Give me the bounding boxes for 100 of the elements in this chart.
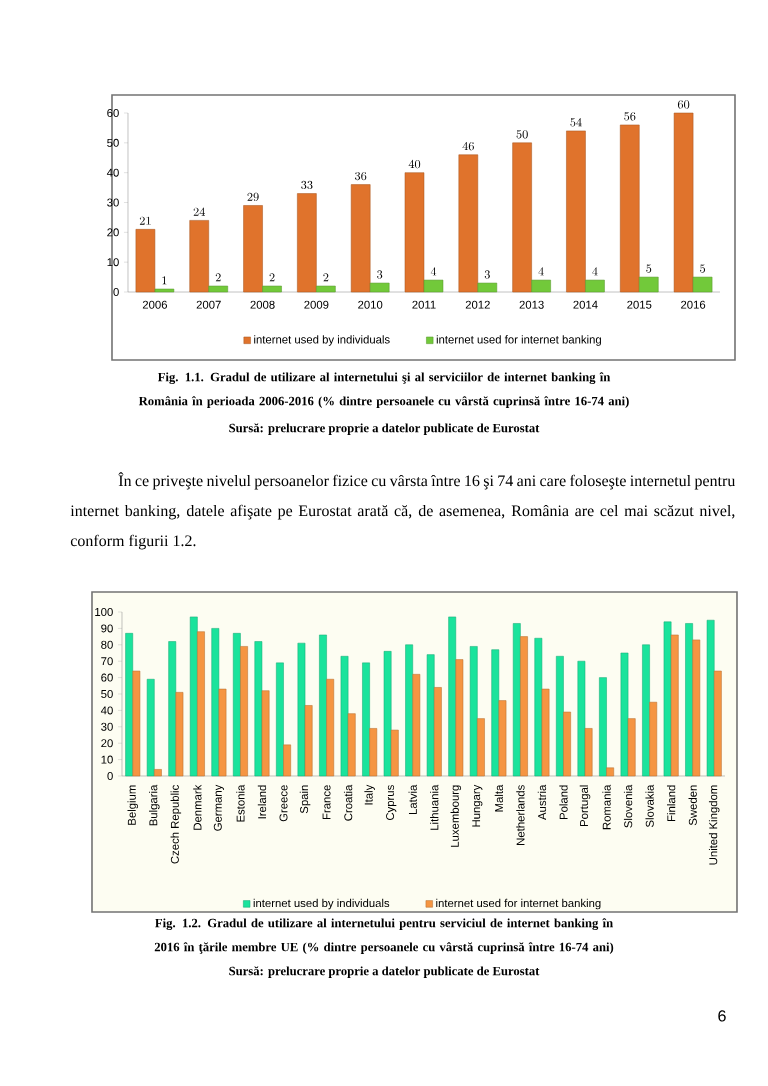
bar (243, 205, 263, 293)
bar (673, 112, 694, 293)
x-tick-label: Portugal (579, 785, 591, 826)
bar (208, 285, 228, 293)
x-tick-label: France (322, 785, 331, 820)
bar (319, 634, 327, 777)
bar (520, 636, 528, 777)
legend-label: internet used by individuals (253, 898, 390, 910)
bar (405, 644, 413, 777)
bar (316, 285, 336, 293)
bar (606, 767, 615, 777)
x-tick-label: Malta (494, 784, 504, 812)
bar (512, 623, 521, 777)
bar (531, 279, 551, 293)
legend-label: internet used by individuals (254, 335, 390, 346)
x-tick-label: Luxembourg (450, 785, 462, 847)
bar (232, 633, 241, 777)
bar (477, 718, 485, 777)
x-tick-label: Greece (279, 785, 288, 822)
y-tick-label: 10 (107, 258, 119, 267)
y-tick-label: 60 (101, 673, 113, 682)
bar (433, 687, 442, 777)
bar (390, 729, 399, 777)
bar (584, 728, 593, 777)
bar (491, 649, 500, 777)
bar (498, 700, 507, 777)
data-label: 36 (355, 171, 367, 181)
x-tick-label: Lithuania (430, 784, 439, 830)
y-tick-label: 0 (107, 771, 113, 780)
bar (369, 282, 390, 293)
bar (477, 282, 498, 293)
bar (458, 154, 479, 293)
data-label: 2 (269, 273, 275, 282)
bar (146, 678, 155, 777)
y-tick-label: 70 (101, 657, 113, 666)
bar (304, 705, 313, 777)
x-tick-label: 2011 (412, 300, 436, 309)
bar (362, 662, 370, 777)
y-tick-label: 0 (113, 288, 119, 296)
x-tick-label: 2008 (250, 300, 275, 309)
y-tick-label: 80 (101, 640, 113, 649)
bar (218, 688, 227, 777)
bar (283, 744, 291, 777)
bar (627, 718, 636, 777)
x-tick-label: Netherlands (516, 785, 525, 845)
x-tick-label: 2007 (196, 300, 221, 309)
y-tick-label: 100 (95, 607, 113, 616)
x-tick-label: Germany (213, 784, 225, 831)
x-tick-label: Slovakia (645, 784, 654, 828)
bar (240, 646, 248, 777)
data-label: 5 (646, 264, 652, 273)
x-tick-label: Sweden (688, 785, 697, 826)
x-tick-label: Denmark (193, 784, 202, 830)
x-tick-label: 2012 (465, 300, 490, 309)
bar (262, 285, 282, 293)
data-label: 29 (247, 192, 259, 202)
bar (620, 652, 629, 777)
text: 6 (718, 1010, 726, 1022)
bar (132, 670, 141, 777)
y-tick-label: 90 (101, 624, 113, 633)
bar (685, 623, 693, 777)
bar (276, 662, 284, 777)
y-tick-label: 50 (107, 138, 119, 147)
bar (350, 184, 371, 293)
bar (412, 674, 421, 777)
text: Fig. 1.1. Gradul de utilizare al internetului şi al serviciilor de internet banking în România în perioada 2006-2016 (% dintre persoanele cu vârstă cuprinsă între 16-74 ani) (138, 372, 629, 408)
legend-label: internet used for internet banking (436, 335, 601, 346)
text: În ce priveşte nivelul persoanelor fizice cu vârsta între 16 şi 74 ani care foloseşte internetul pentru internet banking, datele afişate pe Eurostat arată că, de asemenea, România are cel mai scăzut nivel, conform figurii 1.2. (70, 472, 736, 550)
bar (566, 130, 586, 293)
data-label: 54 (570, 118, 582, 127)
text: Sursă: prelucrare proprie a datelor publicate de Eurostat (229, 423, 540, 435)
bar (189, 616, 198, 777)
bar (154, 288, 175, 293)
data-label: 2 (323, 273, 329, 282)
bar (577, 660, 586, 777)
y-tick-label: 20 (107, 228, 119, 237)
x-tick-label: Croatia (343, 784, 353, 821)
bar (326, 678, 335, 777)
bar (189, 220, 209, 293)
data-label: 1 (162, 276, 167, 285)
y-tick-label: 30 (107, 198, 119, 207)
y-tick-label: 20 (101, 739, 113, 748)
x-tick-label: Latvia (408, 784, 417, 815)
y-tick-label: 60 (107, 109, 119, 118)
bar (692, 639, 701, 777)
x-tick-label: Spain (299, 785, 311, 814)
x-tick-label: 2009 (304, 300, 329, 309)
x-tick-label: United Kingdom (708, 785, 720, 865)
data-label: 3 (377, 270, 383, 279)
bar (197, 631, 205, 777)
x-tick-label: 2016 (681, 300, 706, 309)
data-label: 50 (516, 130, 528, 139)
bar (125, 633, 134, 777)
x-tick-label: Italy (364, 784, 375, 805)
bar (404, 172, 425, 293)
y-tick-label: 50 (101, 689, 113, 698)
bar (556, 656, 564, 777)
x-tick-label: 2010 (358, 300, 383, 309)
x-tick-label: Poland (559, 785, 568, 820)
bar (692, 276, 713, 293)
